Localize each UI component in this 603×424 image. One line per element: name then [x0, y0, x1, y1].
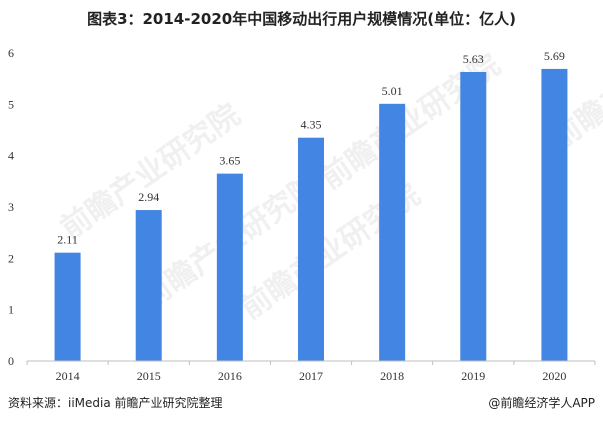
x-axis-ticks: 2014 2015 2016 2017 2018 2019 2020 — [26, 361, 596, 383]
x-tick-label-2016: 2016 — [218, 369, 242, 383]
y-tick-label: 5 — [8, 97, 14, 111]
source-note: 资料来源：iiMedia 前瞻产业研究院整理 — [8, 396, 223, 410]
data-label-2014: 2.11 — [57, 233, 78, 247]
x-tick-label-2014: 2014 — [56, 369, 80, 383]
y-tick-label: 1 — [8, 303, 14, 317]
bar-2017 — [298, 137, 324, 361]
y-tick-label: 6 — [8, 46, 14, 60]
x-tick-label-2015: 2015 — [137, 369, 161, 383]
y-tick-label: 3 — [8, 200, 14, 214]
x-tick-label-2017: 2017 — [299, 369, 323, 383]
data-label-2018: 5.01 — [382, 84, 403, 98]
y-tick-label: 2 — [8, 251, 14, 265]
x-tick-label-2019: 2019 — [461, 369, 485, 383]
bar-2014 — [54, 252, 81, 361]
credit-note: @前瞻经济学人APP — [488, 396, 595, 410]
bar-2020 — [541, 68, 568, 361]
bar-2019 — [460, 71, 487, 361]
data-labels: 2.11 2.94 3.65 4.35 5.01 5.63 5.69 — [57, 49, 565, 247]
data-label-2017: 4.35 — [301, 118, 322, 132]
bar-2016 — [216, 173, 243, 361]
x-tick-label-2018: 2018 — [380, 369, 404, 383]
x-tick-label-2020: 2020 — [542, 369, 566, 383]
y-tick-label: 4 — [8, 149, 14, 163]
chart-title: 图表3：2014-2020年中国移动出行用户规模情况(单位：亿人) — [87, 10, 516, 28]
y-axis-ticks: 0 1 2 3 4 5 6 — [8, 46, 14, 368]
bar-2018 — [379, 103, 406, 361]
data-label-2016: 3.65 — [219, 154, 240, 168]
bar-2015 — [135, 210, 162, 361]
data-label-2020: 5.69 — [544, 49, 565, 63]
data-label-2019: 5.63 — [463, 52, 484, 66]
data-label-2015: 2.94 — [138, 190, 159, 204]
bar-series — [54, 68, 568, 361]
y-tick-label: 0 — [8, 354, 14, 368]
